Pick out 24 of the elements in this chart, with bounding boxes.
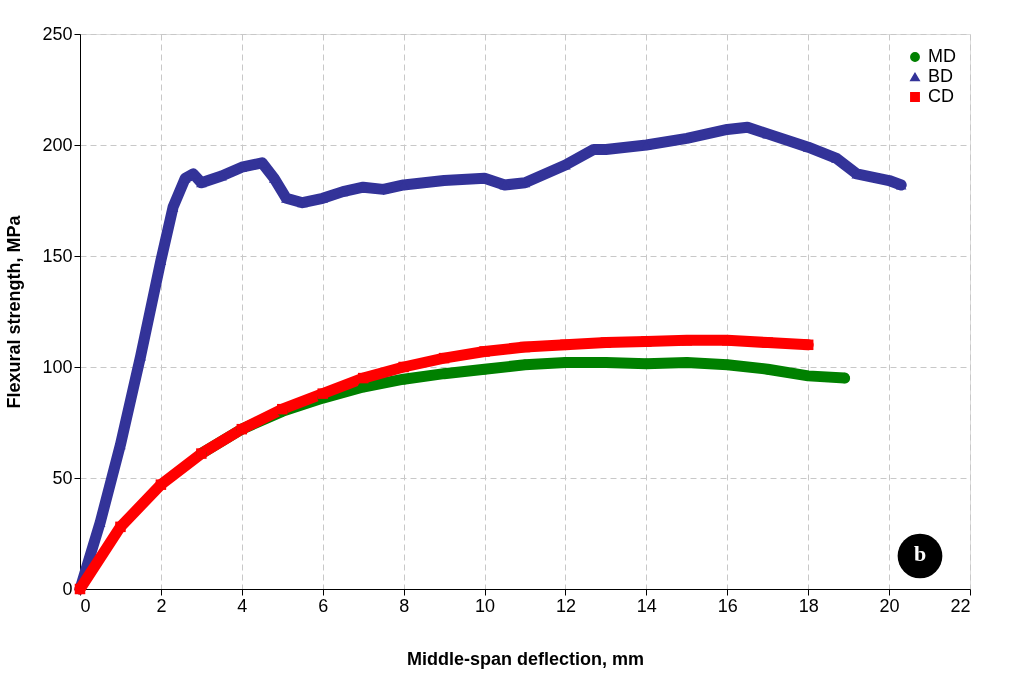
x-tick-label: 10 — [475, 595, 496, 616]
y-tick-label: 50 — [52, 467, 73, 488]
y-tick-label: 100 — [42, 356, 73, 377]
y-tick-label: 200 — [42, 134, 73, 155]
y-axis-title: Flexural strength, MPa — [4, 214, 25, 409]
y-tick-label: 250 — [42, 23, 73, 44]
legend-label: CD — [928, 86, 954, 106]
x-tick-label: 8 — [399, 595, 410, 616]
x-axis-title: Middle-span deflection, mm — [406, 648, 645, 669]
x-tick-label: 20 — [879, 595, 900, 616]
x-tick-label: 0 — [80, 595, 91, 616]
x-tick-label: 4 — [237, 595, 248, 616]
x-tick-label: 18 — [798, 595, 819, 616]
annotation: b — [913, 541, 927, 566]
x-tick-label: 6 — [318, 595, 329, 616]
x-tick-label: 12 — [555, 595, 576, 616]
y-tick-label: 0 — [62, 578, 73, 599]
x-tick-label: 22 — [950, 595, 971, 616]
legend-label: MD — [928, 46, 956, 66]
legend-label: BD — [928, 66, 954, 86]
x-tick-label: 14 — [636, 595, 657, 616]
x-tick-label: 16 — [717, 595, 738, 616]
x-tick-label: 2 — [156, 595, 167, 616]
y-tick-label: 150 — [42, 245, 73, 266]
